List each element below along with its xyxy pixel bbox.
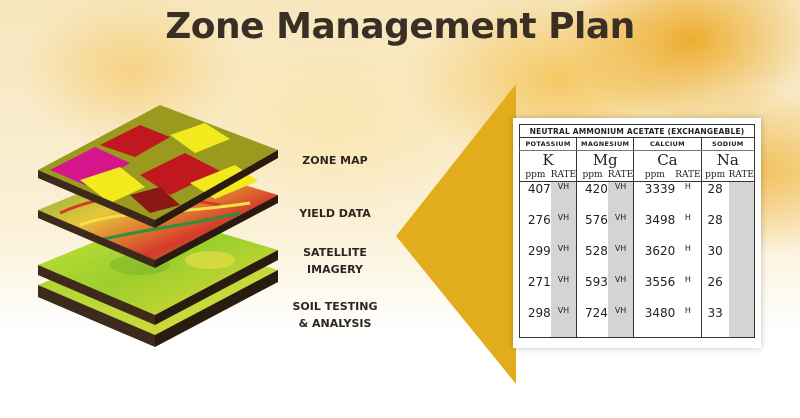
column-name-magnesium: MAGNESIUM <box>576 137 635 151</box>
ca-value: 3556 <box>633 275 676 306</box>
rate-label-k: RATE <box>550 169 578 182</box>
unit-na: ppm <box>700 169 729 182</box>
soil-analysis-table: NEUTRAL AMMONIUM ACETATE (EXCHANGEABLE) … <box>518 124 756 338</box>
layer-stack <box>20 95 290 365</box>
column-name-sodium: SODIUM <box>700 137 756 151</box>
table-row: 298 VH 724 VH 3480 H 33 <box>518 306 755 338</box>
column-symbol-k: K <box>518 150 578 169</box>
k-rate: VH <box>550 275 578 306</box>
label-yield-data: YIELD DATA <box>280 205 390 222</box>
na-value: 30 <box>700 244 729 275</box>
k-rate: VH <box>550 306 578 338</box>
label-satellite-line1: SATELLITE <box>303 246 367 259</box>
k-value: 299 <box>518 244 551 275</box>
table-heading: NEUTRAL AMMONIUM ACETATE (EXCHANGEABLE) <box>519 124 755 138</box>
ca-value: 3339 <box>633 181 676 213</box>
na-rate-cell <box>728 275 755 306</box>
mg-rate: VH <box>607 275 635 306</box>
unit-k: ppm <box>518 169 551 182</box>
ca-rate: H <box>675 306 702 338</box>
label-satellite-line2: IMAGERY <box>307 263 363 276</box>
column-symbol-ca: Ca <box>633 150 702 169</box>
k-rate: VH <box>550 244 578 275</box>
zone-map-layer <box>38 105 278 228</box>
na-rate-cell <box>728 306 755 338</box>
rate-label-mg: RATE <box>607 169 635 182</box>
na-value: 28 <box>700 213 729 244</box>
unit-mg: ppm <box>576 169 608 182</box>
ca-rate: H <box>675 213 702 244</box>
k-value: 271 <box>518 275 551 306</box>
column-name-calcium: CALCIUM <box>633 137 702 151</box>
ca-value: 3498 <box>633 213 676 244</box>
mg-value: 528 <box>576 244 608 275</box>
ca-rate: H <box>675 275 702 306</box>
ca-value: 3620 <box>633 244 676 275</box>
label-soil-testing: SOIL TESTING & ANALYSIS <box>280 298 390 332</box>
k-rate: VH <box>550 181 578 213</box>
pointer-arrow <box>396 84 516 384</box>
rate-label-ca: RATE <box>675 169 702 182</box>
ca-rate: H <box>675 244 702 275</box>
na-rate-cell <box>728 244 755 275</box>
soil-analysis-card: NEUTRAL AMMONIUM ACETATE (EXCHANGEABLE) … <box>513 118 761 348</box>
label-soil-testing-line2: & ANALYSIS <box>298 317 372 330</box>
layer-stack-graphic <box>38 105 278 347</box>
mg-value: 724 <box>576 306 608 338</box>
table-row: 407 VH 420 VH 3339 H 28 <box>518 181 755 213</box>
column-name-potassium: POTASSIUM <box>518 137 578 151</box>
mg-rate: VH <box>607 181 635 213</box>
table-row: 276 VH 576 VH 3498 H 28 <box>518 213 755 244</box>
label-zone-map-line1: ZONE MAP <box>302 154 368 167</box>
mg-value: 576 <box>576 213 608 244</box>
column-symbol-na: Na <box>700 150 756 169</box>
mg-value: 593 <box>576 275 608 306</box>
na-rate-cell <box>728 181 755 213</box>
label-soil-testing-line1: SOIL TESTING <box>292 300 378 313</box>
mg-rate: VH <box>607 213 635 244</box>
ca-value: 3480 <box>633 306 676 338</box>
label-zone-map: ZONE MAP <box>280 152 390 169</box>
na-rate-cell <box>728 213 755 244</box>
na-value: 33 <box>700 306 729 338</box>
k-value: 407 <box>518 181 551 213</box>
unit-ca: ppm <box>633 169 676 182</box>
column-symbol-mg: Mg <box>576 150 635 169</box>
label-yield-data-line1: YIELD DATA <box>299 207 371 220</box>
na-value: 28 <box>700 181 729 213</box>
mg-value: 420 <box>576 181 608 213</box>
mg-rate: VH <box>607 306 635 338</box>
k-rate: VH <box>550 213 578 244</box>
table-row: 299 VH 528 VH 3620 H 30 <box>518 244 755 275</box>
rate-label-na: RATE <box>728 169 755 182</box>
mg-rate: VH <box>607 244 635 275</box>
na-value: 26 <box>700 275 729 306</box>
page-title: Zone Management Plan <box>165 6 635 47</box>
ca-rate: H <box>675 181 702 213</box>
k-value: 276 <box>518 213 551 244</box>
table-row: 271 VH 593 VH 3556 H 26 <box>518 275 755 306</box>
k-value: 298 <box>518 306 551 338</box>
label-satellite-imagery: SATELLITE IMAGERY <box>280 244 390 278</box>
